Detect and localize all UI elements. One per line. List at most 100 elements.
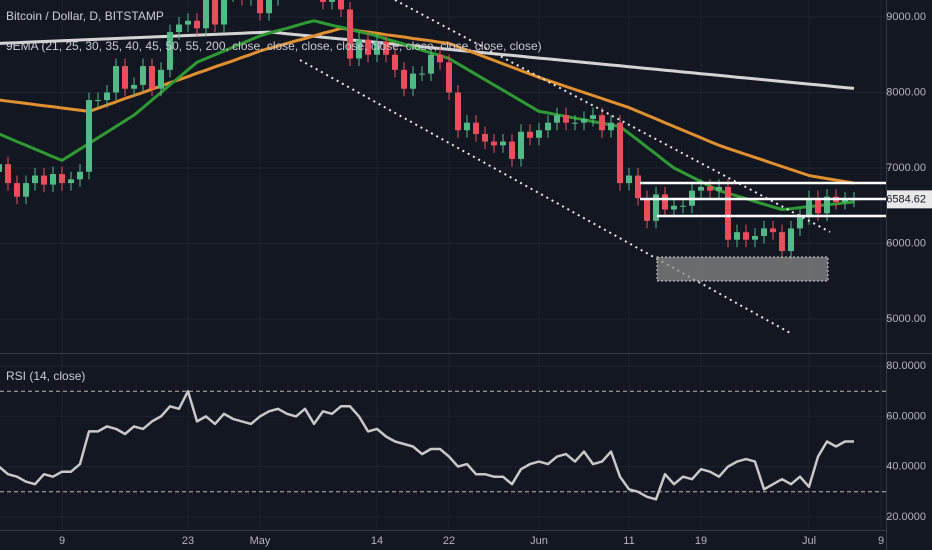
candle-body: [212, 0, 218, 25]
chart-title: Bitcoin / Dollar, D, BITSTAMP: [6, 9, 164, 23]
candle-body: [140, 66, 146, 85]
candle-body: [104, 92, 110, 101]
indicator-label: 9EMA (21, 25, 30, 35, 40, 45, 50, 55, 20…: [6, 39, 542, 53]
candle-body: [383, 41, 389, 55]
candle-body: [788, 228, 794, 252]
y-tick-label: 80.0000: [886, 360, 926, 372]
candle-body: [329, 0, 335, 2]
y-tick-label: 5000.00: [886, 313, 926, 325]
x-tick-label: 23: [182, 535, 194, 547]
candle-body: [257, 0, 263, 14]
candle-body: [23, 183, 29, 197]
candle-body: [95, 100, 101, 102]
candle-body: [842, 199, 848, 202]
candle-body: [41, 175, 47, 185]
candle-body: [545, 122, 551, 131]
candle-body: [572, 122, 578, 124]
candle-body: [32, 175, 38, 184]
x-tick-label: May: [250, 535, 271, 547]
price-panel: [0, 0, 857, 259]
candle-body: [455, 92, 461, 131]
rsi-panel: [0, 389, 886, 501]
candle-body: [77, 171, 83, 180]
candle-body: [437, 54, 443, 63]
candle-body: [185, 20, 191, 25]
rsi-line: [0, 389, 854, 501]
candle-body: [500, 141, 506, 146]
trend-line: [394, 0, 831, 233]
last-price-label: 6584.62: [886, 193, 926, 205]
candle-body: [122, 66, 128, 89]
candle-body: [50, 174, 56, 185]
zone-box: [656, 256, 829, 282]
candle-body: [464, 122, 470, 131]
y-tick-label: 6000.00: [886, 237, 926, 249]
candle-body: [725, 186, 731, 240]
candle-body: [347, 9, 353, 59]
drawings: [299, 0, 886, 335]
candle-body: [563, 115, 569, 123]
candle-body: [149, 66, 155, 89]
y-tick-label: 60.0000: [886, 410, 926, 422]
candle-body: [428, 54, 434, 74]
candle-body: [698, 186, 704, 191]
candle-body: [446, 62, 452, 93]
candle-body: [176, 24, 182, 33]
candle-body: [536, 130, 542, 138]
candle-body: [680, 205, 686, 207]
candle-body: [590, 115, 596, 119]
candle-body: [374, 41, 380, 55]
candle-body: [662, 194, 668, 210]
candle-body: [365, 39, 371, 55]
candle-body: [671, 205, 677, 210]
candle-body: [356, 39, 362, 59]
candle-body: [482, 134, 488, 142]
candle-body: [617, 122, 623, 184]
candle-body: [752, 235, 758, 240]
candle-body: [518, 131, 524, 159]
grid-layer: [0, 0, 891, 530]
y-tick-label: 40.0000: [886, 461, 926, 473]
candle-body: [734, 232, 740, 240]
candle-body: [644, 198, 650, 221]
candle-body: [158, 69, 164, 89]
candle-body: [581, 118, 587, 123]
candle-body: [608, 122, 614, 131]
candle-body: [554, 115, 560, 123]
candle-body: [221, 0, 227, 25]
candle-body: [815, 198, 821, 214]
candle-body: [797, 217, 803, 229]
candle-body: [761, 228, 767, 236]
candle-body: [419, 73, 425, 75]
y-tick-label: 20.0000: [886, 511, 926, 523]
candle-body: [716, 186, 722, 191]
x-tick-label: 11: [623, 535, 634, 547]
ema-line: [0, 19, 855, 211]
candle-body: [509, 141, 515, 159]
x-tick-label: 9: [878, 535, 884, 547]
candle-body: [599, 115, 605, 131]
candle-body: [770, 228, 776, 233]
candle-body: [167, 32, 173, 70]
x-tick-label: 14: [371, 535, 383, 547]
candle-body: [824, 196, 830, 214]
trend-line: [299, 59, 793, 335]
y-tick-label: 8000.00: [886, 86, 926, 98]
x-tick-label: Jul: [802, 535, 816, 547]
labels: Bitcoin / Dollar, D, BITSTAMP 9EMA (21, …: [6, 9, 932, 547]
candle-body: [113, 66, 119, 93]
candle-body: [653, 194, 659, 221]
candle-body: [59, 174, 65, 184]
candle-body: [743, 232, 749, 240]
candle-body: [491, 141, 497, 146]
ema-line: [0, 30, 855, 90]
candle-body: [635, 175, 641, 199]
y-tick-label: 7000.00: [886, 162, 926, 174]
y-tick-label: 9000.00: [886, 11, 926, 23]
candle-body: [320, 0, 326, 2]
candle-body: [68, 179, 74, 184]
x-tick-label: Jun: [530, 535, 548, 547]
candle-body: [131, 84, 137, 89]
ema-line: [0, 26, 855, 185]
candle-body: [779, 232, 785, 252]
